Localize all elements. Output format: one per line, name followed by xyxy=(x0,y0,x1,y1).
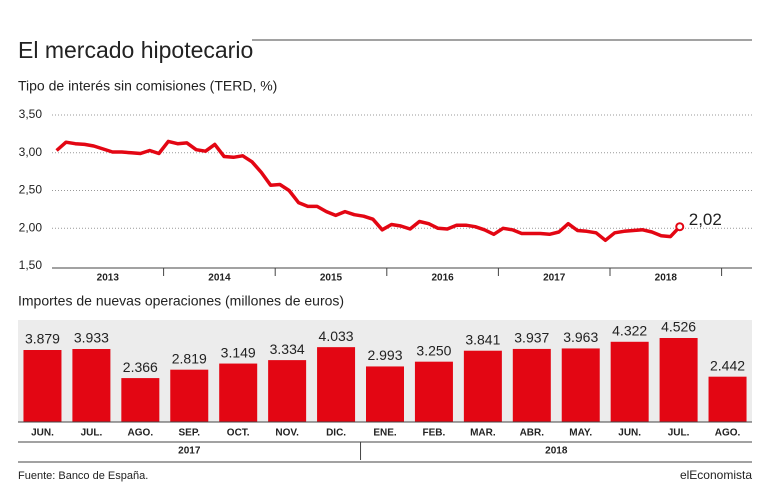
bar xyxy=(708,376,747,422)
x-tick-label: ENE. xyxy=(373,428,397,439)
x-tick-label: JUL. xyxy=(668,428,690,439)
bar xyxy=(72,349,111,422)
x-tick-label: OCT. xyxy=(227,428,250,439)
x-tick-label: SEP. xyxy=(179,428,201,439)
value-label: 2,02 xyxy=(689,210,722,229)
bar xyxy=(463,350,502,422)
value-label: 3.250 xyxy=(416,342,451,358)
value-label: 4.322 xyxy=(612,322,647,338)
x-tick-label: MAR. xyxy=(470,428,496,439)
x-tick-label: JUN. xyxy=(618,428,641,439)
end-point xyxy=(675,222,685,232)
group-label: 2018 xyxy=(545,446,568,457)
bar xyxy=(610,341,649,422)
x-tick-label: ABR. xyxy=(520,428,545,439)
value-label: 2.993 xyxy=(367,347,402,363)
y-tick-label: 2,00 xyxy=(19,220,43,234)
y-tick-label: 2,50 xyxy=(19,183,43,197)
x-tick-label: 2017 xyxy=(543,273,566,284)
y-tick-label: 3,00 xyxy=(19,145,43,159)
bar xyxy=(23,350,62,422)
source: Fuente: Banco de España. xyxy=(18,470,148,482)
value-label: 3.937 xyxy=(514,330,549,346)
bar-subtitle: Importes de nuevas operaciones (millones… xyxy=(18,293,344,309)
value-label: 3.334 xyxy=(270,341,305,357)
title: El mercado hipotecario xyxy=(18,37,253,63)
x-tick-label: MAY. xyxy=(569,428,592,439)
bar xyxy=(268,360,307,422)
value-label: 4.033 xyxy=(319,328,354,344)
x-tick-label: AGO. xyxy=(715,428,741,439)
bar xyxy=(561,348,600,422)
x-tick-label: 2013 xyxy=(97,273,120,284)
value-label: 2.366 xyxy=(123,359,158,375)
bar xyxy=(121,378,160,422)
value-label: 4.526 xyxy=(661,319,696,335)
value-label: 3.841 xyxy=(465,331,500,347)
value-label: 3.149 xyxy=(221,344,256,360)
brand: elEconomista xyxy=(680,468,752,482)
x-tick-label: 2014 xyxy=(208,273,231,284)
value-label: 3.879 xyxy=(25,331,60,347)
value-label: 3.933 xyxy=(74,330,109,346)
bar xyxy=(659,338,698,422)
x-tick-label: AGO. xyxy=(128,428,154,439)
x-tick-label: FEB. xyxy=(423,428,446,439)
x-tick-label: 2018 xyxy=(655,273,678,284)
bar xyxy=(219,363,258,422)
bar xyxy=(170,369,209,422)
bar xyxy=(317,347,356,422)
x-tick-label: JUN. xyxy=(31,428,54,439)
value-label: 3.963 xyxy=(563,329,598,345)
bar xyxy=(512,348,551,422)
y-tick-label: 3,50 xyxy=(19,107,43,121)
x-tick-label: 2015 xyxy=(320,273,343,284)
bar xyxy=(366,366,404,422)
line-subtitle: Tipo de interés sin comisiones (TERD, %) xyxy=(18,78,277,94)
x-tick-label: DIC. xyxy=(326,428,346,439)
group-label: 2017 xyxy=(178,446,201,457)
value-label: 2.819 xyxy=(172,350,207,366)
line xyxy=(55,139,682,243)
x-tick-label: JUL. xyxy=(81,428,103,439)
x-tick-label: NOV. xyxy=(275,428,299,439)
x-tick-label: 2016 xyxy=(431,273,454,284)
y-tick-label: 1,50 xyxy=(19,258,43,272)
bar xyxy=(414,361,453,422)
value-label: 2.442 xyxy=(710,357,745,373)
